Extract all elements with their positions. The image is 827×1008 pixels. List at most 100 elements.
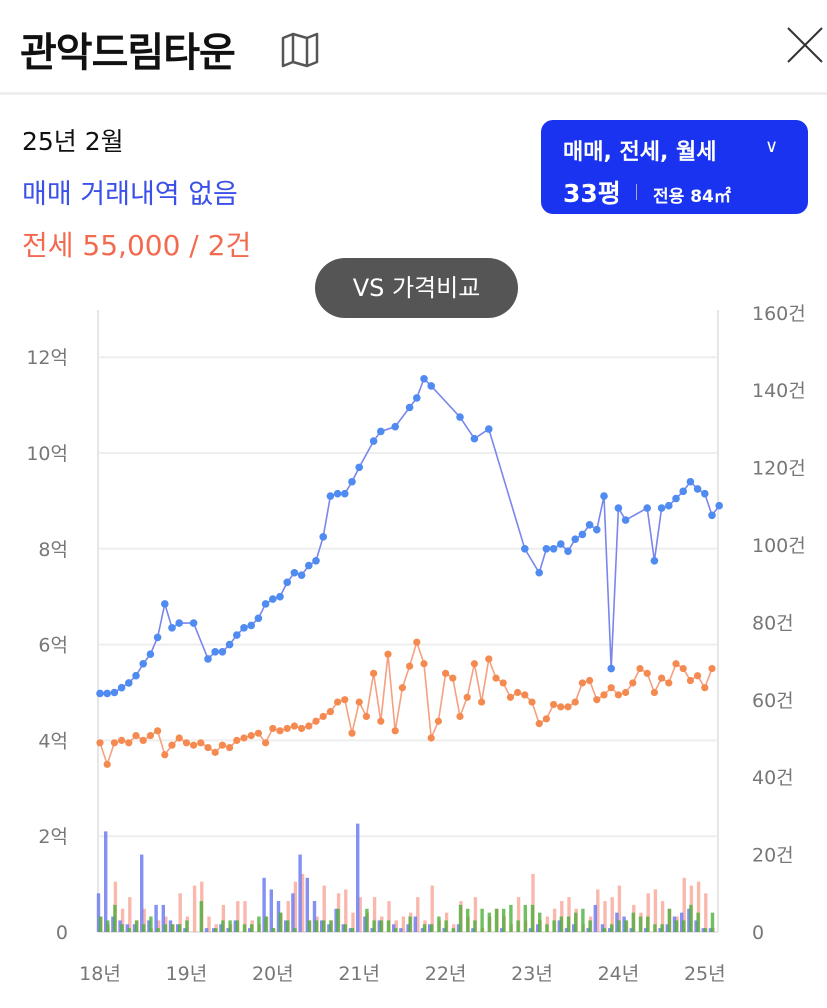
- right-tick-label: 0: [752, 922, 764, 944]
- jeonse-price-point: [694, 672, 702, 680]
- wolse-count-bar: [134, 920, 139, 932]
- wolse-count-bar: [696, 912, 700, 932]
- sale-count-bar: [161, 904, 165, 932]
- sale-price-point: [535, 568, 543, 577]
- jeonse-price-point: [168, 741, 176, 749]
- sale-price-point: [297, 571, 306, 579]
- wolse-count-bar: [228, 920, 232, 932]
- wolse-count-bar: [221, 920, 225, 932]
- sale-price-point: [521, 545, 529, 553]
- jeonse-count-bar: [300, 873, 305, 932]
- wolse-count-bar: [120, 924, 124, 932]
- sale-count-bar: [226, 928, 230, 932]
- sale-price-point: [600, 492, 608, 500]
- jeonse-count-bar: [660, 901, 665, 932]
- sale-price-point: [139, 659, 147, 668]
- sale-price-point: [341, 489, 349, 498]
- sale-price-point: [708, 511, 716, 520]
- sale-price-point: [254, 614, 263, 623]
- jeonse-price-point: [485, 655, 493, 663]
- sale-count-bar: [111, 916, 115, 932]
- trade-filter-button[interactable]: 매매, 전세, 월세 ∨ 33평 전용 84㎡: [541, 120, 808, 214]
- wolse-count-bar: [667, 908, 671, 932]
- sale-count-bar: [622, 916, 626, 932]
- sale-count-bar: [608, 928, 612, 932]
- sale-count-bar: [593, 904, 597, 932]
- close-icon[interactable]: [786, 26, 824, 64]
- wolse-count-bar: [703, 928, 707, 932]
- jeonse-count-bar: [243, 901, 247, 932]
- wolse-count-bar: [494, 908, 499, 932]
- wolse-count-bar: [502, 908, 506, 932]
- jeonse-price-point: [290, 722, 298, 730]
- jeonse-count-bar: [128, 897, 132, 932]
- wolse-count-bar: [322, 920, 326, 932]
- jeonse-count-bar: [120, 908, 125, 932]
- left-tick-label: 2억: [38, 826, 68, 848]
- wolse-count-bar: [466, 908, 470, 932]
- wolse-count-bar: [394, 928, 398, 932]
- map-icon[interactable]: [280, 32, 320, 68]
- sale-price-point: [240, 624, 248, 632]
- wolse-count-bar: [386, 920, 391, 932]
- sale-price-point: [96, 689, 104, 698]
- sale-count-bar: [615, 912, 619, 932]
- trade-types: 매매, 전세, 월세: [563, 140, 717, 165]
- wolse-count-bar: [235, 920, 239, 932]
- wolse-count-bar: [581, 908, 585, 932]
- sale-price-point: [715, 501, 723, 510]
- jeonse-count-bar: [682, 877, 686, 932]
- jeonse-count-bar: [322, 885, 326, 932]
- wolse-count-bar: [408, 916, 412, 932]
- jeonse-price-point: [175, 734, 183, 742]
- jeonse-count-bar: [430, 885, 434, 932]
- wolse-count-bar: [163, 924, 167, 932]
- jeonse-price-point: [384, 650, 392, 658]
- sale-count-bar: [154, 904, 158, 932]
- wolse-count-bar: [487, 912, 491, 932]
- sale-count-bar: [219, 924, 223, 932]
- wolse-count-bar: [257, 916, 261, 932]
- jeonse-price-point: [370, 669, 378, 677]
- jeonse-price-point: [334, 698, 342, 706]
- wolse-count-bar: [214, 928, 218, 932]
- wolse-count-bar: [350, 928, 355, 932]
- wolse-count-bar: [653, 924, 657, 932]
- wolse-count-bar: [552, 920, 556, 932]
- sale-price-point: [204, 655, 212, 663]
- jeonse-price-point: [420, 660, 428, 668]
- price-compare-button[interactable]: VS 가격비교: [315, 258, 518, 318]
- wolse-count-bar: [689, 904, 693, 932]
- sale-price-point: [650, 556, 659, 565]
- jeonse-price-point: [550, 700, 558, 709]
- jeonse-price-point: [478, 698, 486, 706]
- jeonse-count-bar: [531, 873, 535, 932]
- jeonse-price-point: [686, 676, 695, 685]
- jeonse-price-point: [319, 712, 327, 721]
- sale-price-point: [218, 647, 227, 656]
- jeonse-price-point: [377, 717, 385, 725]
- sale-count-bar: [406, 924, 410, 932]
- header: 관악드림타운: [0, 0, 827, 95]
- jeonse-count-bar: [387, 901, 391, 932]
- sale-count-bar: [708, 928, 713, 932]
- jeonse-count-bar: [567, 897, 571, 932]
- sale-count-bar: [276, 901, 281, 932]
- sale-price-point: [225, 640, 234, 649]
- sale-price-point: [643, 504, 651, 512]
- jeonse-price-point: [204, 743, 212, 752]
- sale-count-bar: [456, 924, 461, 932]
- jeonse-price-point: [528, 698, 536, 706]
- jeonse-count-bar: [401, 916, 406, 932]
- right-tick-label: 60건: [752, 690, 794, 712]
- jeonse-price-point: [643, 669, 651, 677]
- sale-price-point: [276, 592, 284, 601]
- wolse-count-bar: [178, 924, 182, 932]
- sale-price-point: [657, 504, 666, 512]
- jeonse-price-point: [96, 739, 104, 747]
- jeonse-count-bar: [617, 885, 622, 932]
- x-tick-label: 21년: [338, 963, 380, 985]
- wolse-count-bar: [293, 928, 297, 932]
- sale-price-point: [247, 621, 255, 630]
- jeonse-price-point: [348, 729, 356, 737]
